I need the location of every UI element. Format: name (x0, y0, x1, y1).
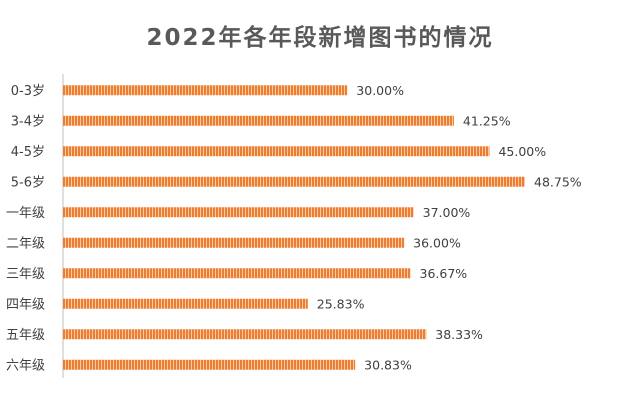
bar (63, 268, 411, 279)
data-label: 36.67% (420, 266, 468, 281)
bar (63, 85, 348, 96)
data-label: 36.00% (413, 235, 461, 250)
category-label: 五年级 (6, 328, 45, 343)
data-label: 25.83% (317, 296, 365, 311)
category-label: 5-6岁 (11, 175, 45, 190)
bar (63, 146, 490, 157)
bar (63, 329, 427, 340)
bar (63, 207, 414, 218)
data-label: 45.00% (498, 144, 546, 159)
data-label: 30.83% (364, 357, 412, 372)
data-label: 30.00% (356, 83, 404, 98)
data-label: 48.75% (534, 174, 582, 189)
data-label: 37.00% (423, 205, 471, 220)
category-label: 一年级 (6, 206, 45, 221)
category-label: 3-4岁 (11, 114, 45, 129)
category-label: 六年级 (6, 358, 45, 373)
category-label: 二年级 (6, 236, 45, 251)
bar (63, 359, 356, 370)
category-label: 四年级 (6, 297, 45, 312)
data-label: 41.25% (463, 113, 511, 128)
category-label: 三年级 (6, 267, 45, 282)
category-label: 4-5岁 (11, 145, 45, 160)
bar (63, 237, 405, 248)
data-label: 38.33% (435, 327, 483, 342)
chart-title: 2022年各年段新增图书的情况 (146, 25, 494, 51)
bar (63, 176, 525, 187)
bar (63, 115, 454, 126)
bar (63, 298, 308, 309)
category-label: 0-3岁 (11, 84, 45, 99)
